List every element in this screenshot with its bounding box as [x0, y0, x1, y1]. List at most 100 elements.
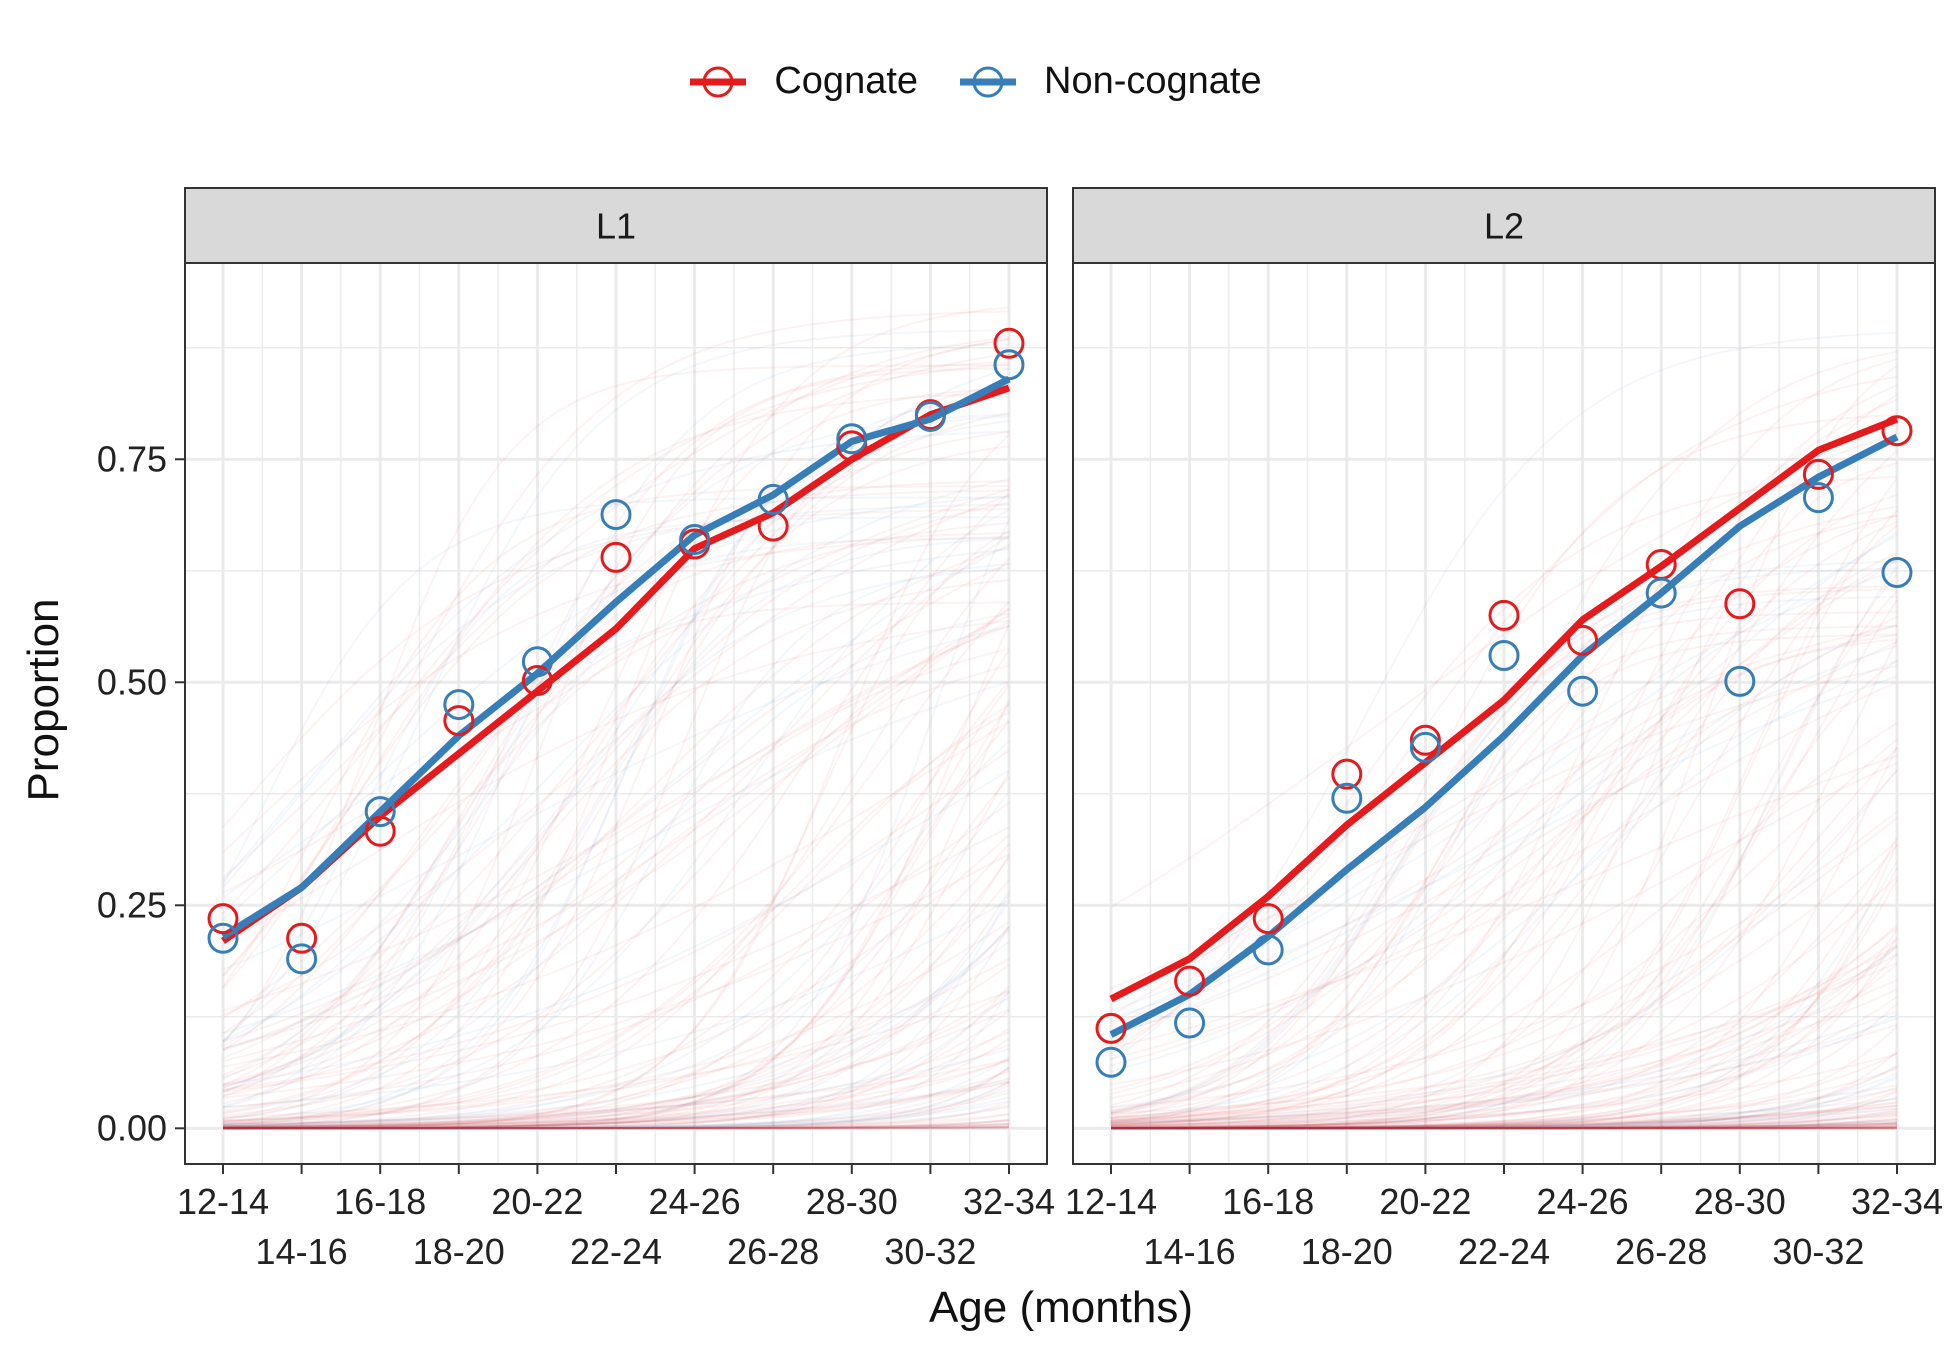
posterior-draw-line: [222, 834, 1010, 1122]
posterior-draw-line: [1111, 928, 1898, 1130]
posterior-draw-line: [222, 478, 1010, 1042]
posterior-draw-line: [222, 530, 1010, 1130]
posterior-draw-line: [222, 612, 1010, 1114]
posterior-draw-line: [222, 562, 1010, 1051]
posterior-draw-line: [1110, 462, 1898, 1129]
point-non-cognate: [521, 646, 553, 678]
posterior-draw-line: [1110, 509, 1898, 1129]
posterior-draw-line: [222, 749, 1010, 1091]
posterior-draw-line: [1110, 398, 1898, 1091]
posterior-draw-line: [223, 1123, 1010, 1130]
posterior-draw-line: [1110, 944, 1898, 1119]
posterior-draw-line: [1111, 953, 1898, 1130]
posterior-draw-line: [222, 614, 1010, 1117]
posterior-draw-line: [1110, 1023, 1898, 1123]
y-tick-label: 0.75: [97, 438, 167, 479]
posterior-draw-line: [1111, 1118, 1898, 1130]
posterior-draw-line: [222, 964, 1010, 1128]
posterior-draw-line: [222, 940, 1010, 1126]
posterior-draw-line: [1110, 596, 1898, 1114]
posterior-draw-line: [1110, 623, 1898, 1120]
posterior-draw-line: [1110, 963, 1898, 1129]
posterior-draw-line: [223, 1120, 1010, 1130]
y-tick-label: 0.00: [97, 1107, 167, 1148]
posterior-draw-line: [222, 508, 1010, 1122]
posterior-draw-line: [1110, 876, 1898, 1125]
posterior-draw-line: [1111, 1126, 1898, 1130]
posterior-draw-line: [1111, 1095, 1898, 1130]
x-tick-label: 12-14: [177, 1181, 269, 1222]
legend-item-non-cognate[interactable]: Non-cognate: [958, 60, 1262, 103]
posterior-draw-line: [223, 1122, 1010, 1130]
y-axis-title: Proportion: [19, 598, 68, 801]
point-cognate: [521, 664, 553, 696]
posterior-draw-line: [223, 1113, 1010, 1130]
posterior-draw-line: [1111, 879, 1898, 1130]
posterior-draw-line: [1111, 1110, 1898, 1130]
point-non-cognate: [993, 349, 1025, 381]
posterior-draw-line: [223, 1104, 1010, 1130]
posterior-draw-line: [1111, 1086, 1898, 1130]
posterior-draw-line: [1111, 936, 1898, 1130]
posterior-draw-line: [222, 1077, 1010, 1129]
posterior-draw-line: [1110, 638, 1898, 1129]
posterior-draw-line: [222, 535, 1010, 853]
posterior-draw-line: [1111, 1123, 1898, 1130]
x-tick-label: 14-16: [256, 1231, 348, 1272]
posterior-draw-line: [222, 545, 1010, 1086]
posterior-draw-line: [1110, 611, 1898, 1119]
posterior-draw-line: [1110, 524, 1898, 1128]
posterior-draw-line: [223, 1125, 1010, 1130]
posterior-draw-line: [223, 1056, 1010, 1130]
posterior-draw-line: [222, 925, 1010, 1129]
posterior-draw-line: [1111, 1076, 1898, 1130]
x-tick-label: 24-26: [649, 1181, 741, 1222]
posterior-draw-line: [223, 1070, 1010, 1130]
point-non-cognate: [1567, 675, 1599, 707]
posterior-draw-line: [1110, 633, 1898, 1095]
y-tick-label: 0.25: [97, 884, 167, 925]
posterior-draws: [222, 306, 1010, 1130]
posterior-draws: [1110, 331, 1898, 1130]
legend-key-cognate: [690, 66, 747, 97]
posterior-draw-line: [223, 684, 1010, 1130]
posterior-draw-line: [1110, 350, 1898, 1112]
posterior-draw-line: [222, 926, 1010, 1129]
point-non-cognate: [679, 524, 711, 556]
posterior-draw-line: [1110, 1084, 1898, 1128]
posterior-draw-line: [222, 337, 1010, 879]
posterior-draw-line: [222, 702, 1010, 1129]
posterior-draw-line: [1110, 962, 1898, 1115]
posterior-draw-line: [1110, 1003, 1898, 1130]
posterior-draw-line: [1110, 432, 1898, 908]
posterior-draw-line: [1110, 505, 1898, 1016]
posterior-draw-line: [1111, 1089, 1898, 1130]
posterior-draw-line: [1110, 810, 1898, 1109]
posterior-draw-line: [222, 740, 1010, 1128]
posterior-draw-line: [223, 894, 1010, 1130]
posterior-draw-line: [1111, 861, 1898, 1130]
posterior-draw-line: [1111, 1117, 1898, 1130]
posterior-draw-line: [1111, 1125, 1898, 1130]
posterior-draw-line: [1110, 514, 1898, 1112]
posterior-draw-line: [1111, 1101, 1898, 1129]
posterior-draw-line: [1110, 1013, 1898, 1128]
posterior-draw-line: [1110, 953, 1898, 1121]
posterior-draw-line: [223, 1084, 1010, 1130]
x-tick-label: 28-30: [806, 1181, 898, 1222]
posterior-draw-line: [222, 548, 1010, 899]
posterior-draw-line: [1111, 867, 1898, 1130]
posterior-draw-line: [222, 601, 1010, 1094]
posterior-draw-line: [1110, 520, 1898, 1117]
posterior-draw-line: [222, 537, 1010, 1121]
posterior-draw-line: [222, 387, 1010, 1120]
posterior-draw-line: [222, 1091, 1010, 1130]
posterior-draw-line: [222, 496, 1009, 887]
posterior-draw-line: [223, 1126, 1010, 1130]
posterior-draw-line: [1110, 558, 1898, 1100]
legend-label-cognate: Cognate: [774, 60, 919, 102]
posterior-draw-line: [222, 664, 1010, 1092]
posterior-draw-line: [1111, 1126, 1898, 1130]
point-cognate: [1802, 458, 1834, 490]
legend-item-cognate[interactable]: Cognate: [688, 60, 918, 103]
